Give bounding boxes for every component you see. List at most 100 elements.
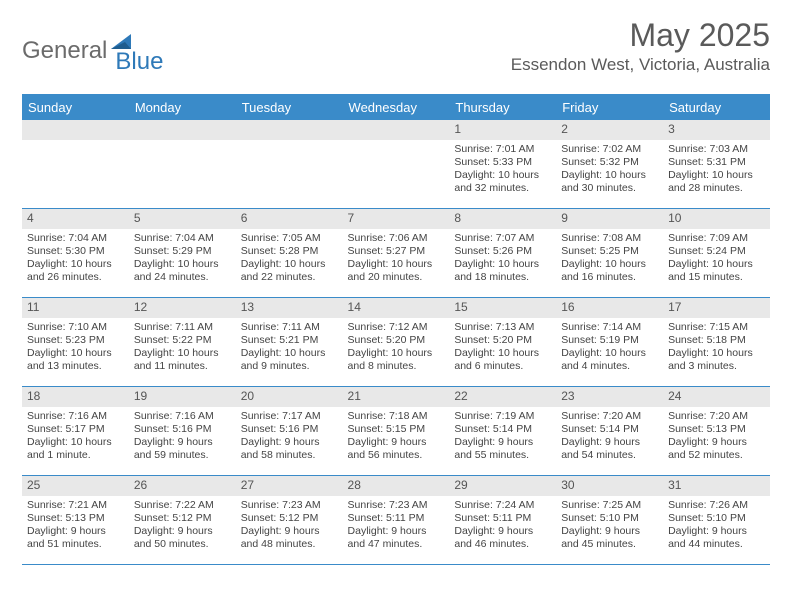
calendar-day-cell: 27Sunrise: 7:23 AMSunset: 5:12 PMDayligh… [236, 476, 343, 565]
sunrise-line: Sunrise: 7:01 AM [454, 143, 551, 156]
day-number: 4 [22, 209, 129, 229]
sunset-line: Sunset: 5:18 PM [668, 334, 765, 347]
daylight-line: Daylight: 10 hours and 30 minutes. [561, 169, 658, 195]
calendar-day-cell: 10Sunrise: 7:09 AMSunset: 5:24 PMDayligh… [663, 209, 770, 298]
sunrise-line: Sunrise: 7:25 AM [561, 499, 658, 512]
daylight-line: Daylight: 9 hours and 51 minutes. [27, 525, 124, 551]
day-content: Sunrise: 7:07 AMSunset: 5:26 PMDaylight:… [449, 229, 556, 287]
calendar-day-cell: 21Sunrise: 7:18 AMSunset: 5:15 PMDayligh… [343, 387, 450, 476]
sunrise-line: Sunrise: 7:16 AM [134, 410, 231, 423]
calendar-day-cell: 19Sunrise: 7:16 AMSunset: 5:16 PMDayligh… [129, 387, 236, 476]
day-number: 10 [663, 209, 770, 229]
day-content: Sunrise: 7:24 AMSunset: 5:11 PMDaylight:… [449, 496, 556, 554]
calendar-week-row: 1Sunrise: 7:01 AMSunset: 5:33 PMDaylight… [22, 120, 770, 209]
day-content: Sunrise: 7:21 AMSunset: 5:13 PMDaylight:… [22, 496, 129, 554]
sunrise-line: Sunrise: 7:15 AM [668, 321, 765, 334]
calendar-day-cell: 2Sunrise: 7:02 AMSunset: 5:32 PMDaylight… [556, 120, 663, 209]
sunset-line: Sunset: 5:27 PM [348, 245, 445, 258]
sunset-line: Sunset: 5:14 PM [454, 423, 551, 436]
daylight-line: Daylight: 9 hours and 55 minutes. [454, 436, 551, 462]
sunset-line: Sunset: 5:15 PM [348, 423, 445, 436]
sunset-line: Sunset: 5:13 PM [668, 423, 765, 436]
calendar-week-row: 18Sunrise: 7:16 AMSunset: 5:17 PMDayligh… [22, 387, 770, 476]
daylight-line: Daylight: 10 hours and 16 minutes. [561, 258, 658, 284]
sunrise-line: Sunrise: 7:11 AM [134, 321, 231, 334]
daylight-line: Daylight: 9 hours and 50 minutes. [134, 525, 231, 551]
day-content: Sunrise: 7:20 AMSunset: 5:14 PMDaylight:… [556, 407, 663, 465]
calendar-day-cell: 30Sunrise: 7:25 AMSunset: 5:10 PMDayligh… [556, 476, 663, 565]
day-content: Sunrise: 7:19 AMSunset: 5:14 PMDaylight:… [449, 407, 556, 465]
day-number: 12 [129, 298, 236, 318]
day-content: Sunrise: 7:04 AMSunset: 5:30 PMDaylight:… [22, 229, 129, 287]
daylight-line: Daylight: 10 hours and 26 minutes. [27, 258, 124, 284]
day-number: 28 [343, 476, 450, 496]
sunset-line: Sunset: 5:33 PM [454, 156, 551, 169]
daylight-line: Daylight: 10 hours and 11 minutes. [134, 347, 231, 373]
day-content: Sunrise: 7:12 AMSunset: 5:20 PMDaylight:… [343, 318, 450, 376]
day-content: Sunrise: 7:09 AMSunset: 5:24 PMDaylight:… [663, 229, 770, 287]
day-content: Sunrise: 7:11 AMSunset: 5:22 PMDaylight:… [129, 318, 236, 376]
calendar-day-cell: 16Sunrise: 7:14 AMSunset: 5:19 PMDayligh… [556, 298, 663, 387]
sunset-line: Sunset: 5:29 PM [134, 245, 231, 258]
sunset-line: Sunset: 5:13 PM [27, 512, 124, 525]
sunset-line: Sunset: 5:26 PM [454, 245, 551, 258]
day-number: 8 [449, 209, 556, 229]
brand-logo: General Blue [22, 26, 163, 76]
weekday-header: Thursday [449, 94, 556, 120]
calendar-day-cell: 18Sunrise: 7:16 AMSunset: 5:17 PMDayligh… [22, 387, 129, 476]
day-content: Sunrise: 7:10 AMSunset: 5:23 PMDaylight:… [22, 318, 129, 376]
day-number: 18 [22, 387, 129, 407]
sunrise-line: Sunrise: 7:10 AM [27, 321, 124, 334]
sunrise-line: Sunrise: 7:05 AM [241, 232, 338, 245]
title-block: May 2025 Essendon West, Victoria, Austra… [511, 18, 770, 75]
sunset-line: Sunset: 5:17 PM [27, 423, 124, 436]
brand-word-1: General [22, 37, 107, 65]
daylight-line: Daylight: 9 hours and 47 minutes. [348, 525, 445, 551]
day-number-empty [343, 120, 450, 140]
sunrise-line: Sunrise: 7:18 AM [348, 410, 445, 423]
calendar-day-cell: 15Sunrise: 7:13 AMSunset: 5:20 PMDayligh… [449, 298, 556, 387]
sunrise-line: Sunrise: 7:11 AM [241, 321, 338, 334]
sunset-line: Sunset: 5:10 PM [668, 512, 765, 525]
daylight-line: Daylight: 9 hours and 44 minutes. [668, 525, 765, 551]
sunset-line: Sunset: 5:14 PM [561, 423, 658, 436]
calendar-day-cell [343, 120, 450, 209]
day-number: 27 [236, 476, 343, 496]
day-number: 24 [663, 387, 770, 407]
calendar-week-row: 11Sunrise: 7:10 AMSunset: 5:23 PMDayligh… [22, 298, 770, 387]
day-number: 14 [343, 298, 450, 318]
sunset-line: Sunset: 5:31 PM [668, 156, 765, 169]
sunrise-line: Sunrise: 7:14 AM [561, 321, 658, 334]
daylight-line: Daylight: 9 hours and 46 minutes. [454, 525, 551, 551]
daylight-line: Daylight: 9 hours and 52 minutes. [668, 436, 765, 462]
calendar-day-cell: 5Sunrise: 7:04 AMSunset: 5:29 PMDaylight… [129, 209, 236, 298]
sunset-line: Sunset: 5:11 PM [348, 512, 445, 525]
daylight-line: Daylight: 10 hours and 13 minutes. [27, 347, 124, 373]
day-number: 16 [556, 298, 663, 318]
sunset-line: Sunset: 5:12 PM [241, 512, 338, 525]
day-content: Sunrise: 7:18 AMSunset: 5:15 PMDaylight:… [343, 407, 450, 465]
day-content: Sunrise: 7:25 AMSunset: 5:10 PMDaylight:… [556, 496, 663, 554]
day-number: 5 [129, 209, 236, 229]
sunset-line: Sunset: 5:25 PM [561, 245, 658, 258]
calendar-day-cell: 29Sunrise: 7:24 AMSunset: 5:11 PMDayligh… [449, 476, 556, 565]
calendar-day-cell: 23Sunrise: 7:20 AMSunset: 5:14 PMDayligh… [556, 387, 663, 476]
sunset-line: Sunset: 5:19 PM [561, 334, 658, 347]
sunrise-line: Sunrise: 7:16 AM [27, 410, 124, 423]
sunrise-line: Sunrise: 7:02 AM [561, 143, 658, 156]
day-content: Sunrise: 7:04 AMSunset: 5:29 PMDaylight:… [129, 229, 236, 287]
day-content: Sunrise: 7:26 AMSunset: 5:10 PMDaylight:… [663, 496, 770, 554]
day-content: Sunrise: 7:13 AMSunset: 5:20 PMDaylight:… [449, 318, 556, 376]
weekday-header: Sunday [22, 94, 129, 120]
calendar-day-cell: 7Sunrise: 7:06 AMSunset: 5:27 PMDaylight… [343, 209, 450, 298]
day-number: 21 [343, 387, 450, 407]
calendar-day-cell: 14Sunrise: 7:12 AMSunset: 5:20 PMDayligh… [343, 298, 450, 387]
sunset-line: Sunset: 5:30 PM [27, 245, 124, 258]
calendar-day-cell: 26Sunrise: 7:22 AMSunset: 5:12 PMDayligh… [129, 476, 236, 565]
day-content: Sunrise: 7:05 AMSunset: 5:28 PMDaylight:… [236, 229, 343, 287]
sunrise-line: Sunrise: 7:08 AM [561, 232, 658, 245]
calendar-day-cell [129, 120, 236, 209]
day-content: Sunrise: 7:15 AMSunset: 5:18 PMDaylight:… [663, 318, 770, 376]
sunset-line: Sunset: 5:12 PM [134, 512, 231, 525]
brand-word-2: Blue [115, 48, 163, 76]
